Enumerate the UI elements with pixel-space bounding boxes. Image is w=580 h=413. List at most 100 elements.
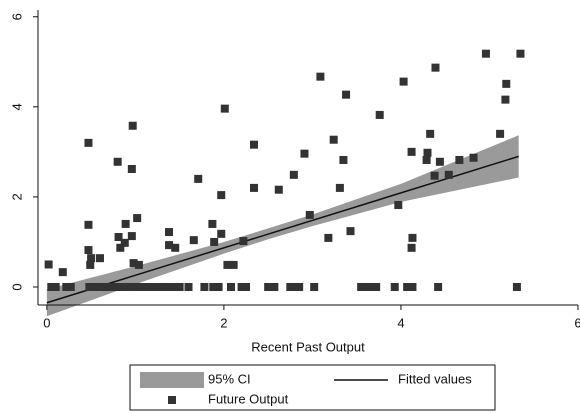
data-point [127,164,136,173]
data-point [121,219,130,228]
data-point [165,228,174,237]
legend-swatch [140,372,204,388]
data-point [95,254,104,263]
data-point [431,63,440,72]
data-point [239,237,248,246]
data-point [217,191,226,200]
data-point [407,147,416,156]
data-point [342,90,351,99]
data-point [403,282,412,291]
data-point [171,243,180,252]
data-point [242,282,251,291]
data-point [128,121,137,130]
data-point [496,129,505,138]
data-point [129,259,138,268]
data-point [357,282,366,291]
x-tick-label: 4 [397,315,404,330]
data-point [189,236,198,245]
data-point [106,282,115,291]
data-point [127,232,136,241]
data-point [138,282,147,291]
data-point [250,140,258,149]
data-point [58,268,67,277]
data-point [324,233,333,242]
data-point [305,210,314,219]
data-point [85,282,94,291]
data-point [95,282,104,291]
data-point [51,282,60,291]
data-point [84,220,93,229]
data-point [165,241,174,250]
data-point [435,157,444,166]
data-point [229,260,238,269]
data-point [270,282,279,291]
data-point [149,282,158,291]
y-tick-label: 6 [9,13,24,20]
data-point [366,282,375,291]
data-point [209,282,218,291]
data-point [87,254,96,263]
legend-label: 95% CI [208,371,251,386]
data-point [111,282,120,291]
data-point [316,72,325,81]
data-point [274,185,283,194]
data-point [159,282,168,291]
data-point [250,183,258,192]
data-point [300,149,309,158]
legend-label: Fitted values [398,371,472,386]
data-point [444,170,453,179]
data-point [117,282,126,291]
data-point [134,260,143,269]
data-point [455,155,464,164]
data-point [101,282,110,291]
data-point [469,153,478,162]
data-point [194,174,203,183]
data-point [143,282,152,291]
data-point [214,282,223,291]
data-point [481,49,490,58]
data-point [375,110,384,119]
legend-swatch [168,396,176,404]
data-point [422,155,431,164]
data-point [120,238,129,247]
data-point [133,214,142,223]
data-point [217,229,226,238]
x-axis-label: Recent Past Output [251,339,365,354]
data-point [127,282,136,291]
data-point [86,260,95,269]
data-point [502,79,511,88]
data-point [399,77,408,86]
data-point [346,227,355,236]
x-tick-label: 0 [43,315,50,330]
data-point [84,138,93,147]
data-point [113,157,122,166]
data-point [184,282,193,291]
y-tick-label: 0 [9,283,24,290]
data-point [44,260,53,269]
data-point [408,282,417,291]
data-point [516,49,525,58]
confidence-band [46,135,519,317]
data-point [339,155,348,164]
data-point [290,282,299,291]
data-point [90,282,99,291]
data-point [310,282,319,291]
data-point [407,243,416,252]
data-point [295,282,304,291]
data-point [133,282,142,291]
x-tick-label: 2 [220,315,227,330]
data-point [223,260,232,269]
data-point [200,282,209,291]
data-point [426,129,435,138]
data-point [66,282,75,291]
data-point [423,148,432,157]
data-point [84,246,93,255]
data-point [220,104,229,113]
data-point [289,170,298,179]
data-point [512,282,521,291]
data-point [62,282,71,291]
data-point [335,183,344,192]
data-point [501,95,510,104]
